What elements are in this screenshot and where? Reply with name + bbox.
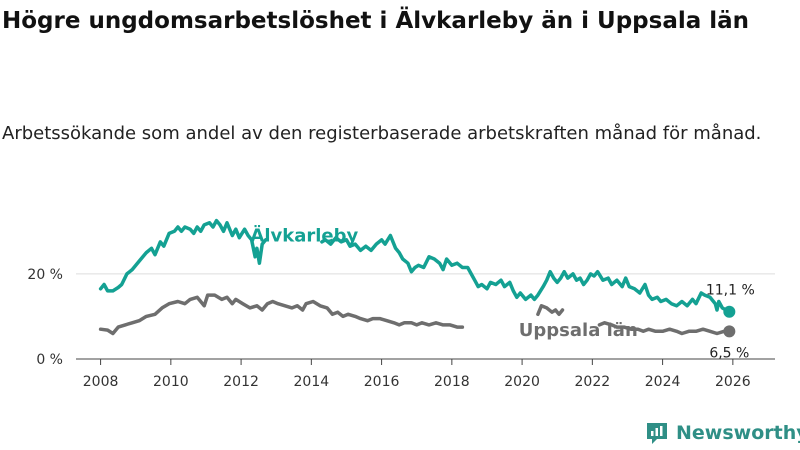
x-tick-label: 2010 bbox=[153, 374, 189, 390]
x-tick-label: 2016 bbox=[364, 374, 400, 390]
y-tick-label: 0 % bbox=[36, 352, 63, 368]
brand-name: Newsworthy bbox=[676, 422, 800, 444]
end-point-marker bbox=[723, 305, 736, 318]
end-point-marker bbox=[723, 325, 736, 338]
x-tick-label: 2024 bbox=[645, 374, 681, 390]
y-tick-label: 20 % bbox=[27, 267, 63, 283]
newsworthy-logo-icon bbox=[647, 423, 667, 444]
series-line bbox=[98, 218, 268, 293]
x-tick-label: 2008 bbox=[83, 374, 119, 390]
series-label-alvkarleby: Älvkarleby bbox=[250, 225, 358, 247]
x-tick-label: 2018 bbox=[434, 374, 470, 390]
series-label-uppsala: Uppsala län bbox=[519, 320, 638, 341]
newsworthy-logo: Newsworthy bbox=[644, 420, 800, 446]
x-tick-label: 2026 bbox=[715, 374, 751, 390]
series-line bbox=[98, 293, 465, 336]
series-line bbox=[536, 304, 565, 317]
end-label-alvkarleby: 11,1 % bbox=[706, 283, 755, 299]
x-tick-label: 2012 bbox=[223, 374, 259, 390]
line-chart: 0 % 20 % 2008 2010 2012 2014 2016 2018 2020 2022 2… bbox=[27, 218, 775, 390]
x-tick-label: 2014 bbox=[294, 374, 330, 390]
series-line bbox=[320, 233, 732, 314]
end-label-uppsala: 6,5 % bbox=[709, 345, 749, 361]
x-tick-label: 2022 bbox=[575, 374, 611, 390]
series-line bbox=[597, 321, 732, 336]
chart-subtitle: Arbetssökande som andel av den registerb… bbox=[2, 123, 762, 144]
chart-title: Högre ungdomsarbetslöshet i Älvkarleby ä… bbox=[2, 8, 750, 34]
x-tick-label: 2020 bbox=[504, 374, 540, 390]
